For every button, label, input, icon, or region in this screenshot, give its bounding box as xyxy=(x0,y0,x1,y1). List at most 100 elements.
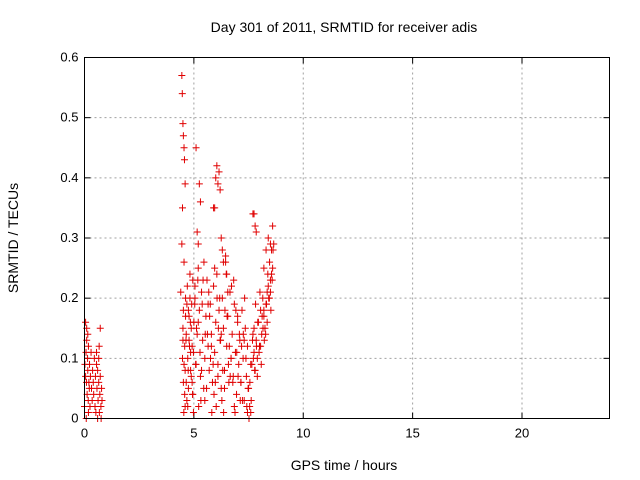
x-tick-label: 15 xyxy=(405,426,419,441)
data-point xyxy=(252,300,260,308)
data-point xyxy=(95,408,103,416)
y-tick-label: 0.4 xyxy=(60,170,78,185)
data-point xyxy=(198,366,206,374)
data-point xyxy=(94,366,102,374)
data-point xyxy=(260,264,268,272)
data-point xyxy=(212,402,220,410)
data-point xyxy=(96,324,104,332)
data-point xyxy=(249,354,257,362)
data-point xyxy=(196,198,204,206)
data-point xyxy=(82,318,90,326)
data-point xyxy=(254,318,262,326)
y-tick-label: 0.5 xyxy=(60,110,78,125)
data-point xyxy=(257,360,265,368)
data-point xyxy=(84,342,92,350)
data-point xyxy=(188,378,196,386)
data-point xyxy=(249,330,257,338)
data-point xyxy=(186,270,194,278)
data-point xyxy=(178,72,186,80)
data-point xyxy=(215,306,223,314)
data-point xyxy=(179,120,187,128)
data-point xyxy=(238,342,246,350)
data-point xyxy=(91,402,99,410)
data-point xyxy=(192,360,200,368)
data-point xyxy=(93,360,101,368)
data-point xyxy=(266,288,274,296)
data-point xyxy=(194,318,202,326)
data-point xyxy=(243,342,251,350)
data-point xyxy=(233,348,241,356)
data-point xyxy=(210,204,218,212)
data-point xyxy=(183,300,191,308)
data-point xyxy=(247,360,255,368)
data-point xyxy=(260,336,268,344)
data-point xyxy=(198,300,206,308)
data-point xyxy=(262,330,270,338)
data-point xyxy=(231,408,239,416)
data-point xyxy=(238,306,246,314)
data-point xyxy=(243,408,251,416)
data-point xyxy=(221,384,228,392)
data-point xyxy=(199,336,207,344)
data-point xyxy=(265,294,273,302)
data-point xyxy=(213,270,221,278)
data-point xyxy=(179,132,187,140)
data-point xyxy=(223,312,231,320)
data-point xyxy=(195,306,203,314)
data-point xyxy=(244,384,252,392)
data-point xyxy=(184,366,192,374)
data-point xyxy=(255,348,263,356)
data-point xyxy=(209,360,217,368)
data-point xyxy=(193,330,201,338)
data-point xyxy=(178,240,186,248)
data-point xyxy=(195,402,203,410)
data-point xyxy=(268,276,276,284)
data-point xyxy=(259,324,267,332)
data-point xyxy=(217,234,225,242)
data-point xyxy=(264,270,272,278)
data-point xyxy=(220,408,228,416)
data-point xyxy=(229,378,237,386)
data-point xyxy=(193,228,201,236)
data-point xyxy=(187,372,195,380)
y-tick-label: 0 xyxy=(71,411,78,426)
data-point xyxy=(179,378,187,386)
data-point xyxy=(178,90,186,98)
data-point xyxy=(197,396,205,404)
data-point xyxy=(211,348,219,356)
data-point xyxy=(88,396,96,404)
x-tick-label: 5 xyxy=(190,426,197,441)
data-point xyxy=(180,360,188,368)
data-point xyxy=(214,372,222,380)
data-point xyxy=(194,240,202,248)
data-point xyxy=(198,288,206,296)
data-point xyxy=(192,144,200,152)
data-point xyxy=(195,180,203,188)
data-point xyxy=(226,372,234,380)
data-point xyxy=(194,276,202,284)
data-point xyxy=(230,300,238,308)
data-point xyxy=(264,234,272,242)
data-point xyxy=(237,378,245,386)
data-point xyxy=(228,282,235,290)
data-point xyxy=(246,378,254,386)
data-point xyxy=(214,324,222,332)
data-point xyxy=(219,258,227,266)
data-point xyxy=(189,390,197,398)
x-tick-label: 0 xyxy=(81,426,88,441)
data-point xyxy=(218,246,226,254)
data-point xyxy=(181,390,189,398)
data-point xyxy=(263,318,271,326)
data-point xyxy=(250,324,258,332)
data-point xyxy=(249,210,257,218)
data-point xyxy=(241,324,249,332)
data-point xyxy=(217,330,225,338)
data-point xyxy=(263,300,270,308)
data-point xyxy=(97,402,105,410)
x-tick-label: 20 xyxy=(515,426,529,441)
y-tick-label: 0.6 xyxy=(60,50,78,65)
data-point xyxy=(230,276,238,284)
data-point xyxy=(86,360,94,368)
data-point xyxy=(210,390,218,398)
